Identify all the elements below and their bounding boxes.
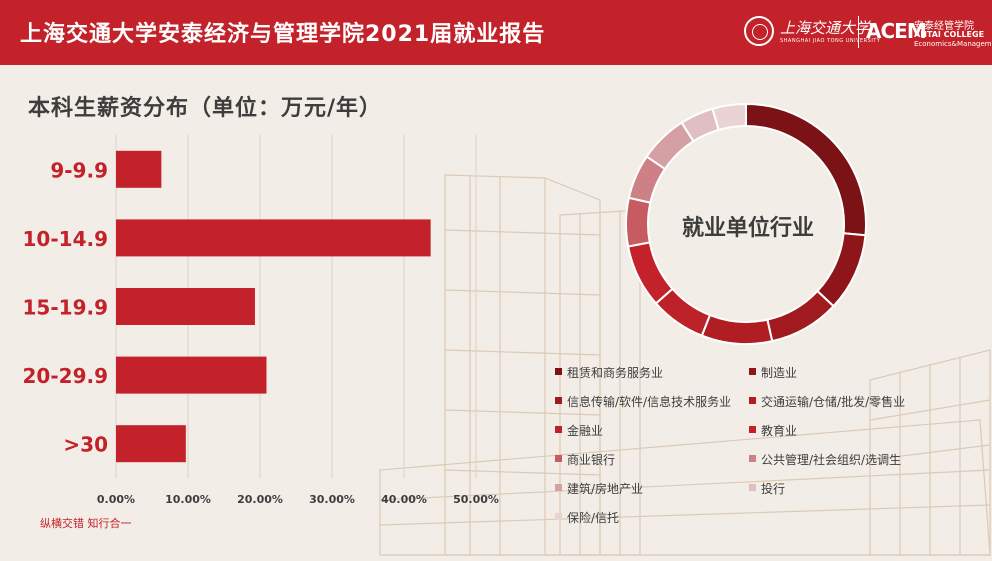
bar-x-tick-label: 40.00% bbox=[381, 493, 427, 506]
footer-slogan: 纵横交错 知行合一 bbox=[40, 517, 132, 530]
sjtu-name: 上海交通大学 bbox=[780, 19, 871, 37]
salary-bar bbox=[116, 425, 186, 463]
acem-logo-mark: ACEM bbox=[866, 19, 927, 43]
logo-divider bbox=[858, 16, 859, 48]
salary-bar bbox=[116, 356, 267, 394]
legend-label: 信息传输/软件/信息技术服务业 bbox=[567, 395, 732, 409]
bar-x-tick-label: 0.00% bbox=[97, 493, 135, 506]
legend-swatch bbox=[749, 368, 756, 375]
salary-bar bbox=[116, 150, 162, 188]
acem-chinese-name: 安泰经管学院 bbox=[914, 21, 974, 32]
bar-x-tick-label: 30.00% bbox=[309, 493, 355, 506]
legend-swatch bbox=[749, 455, 756, 462]
bar-category-label: 10-14.9 bbox=[23, 227, 108, 251]
legend-label: 建筑/房地产业 bbox=[567, 482, 644, 496]
donut-slice bbox=[711, 102, 747, 132]
legend-label: 公共管理/社会组织/选调生 bbox=[761, 453, 902, 467]
legend-swatch bbox=[749, 426, 756, 433]
acem-english-subname: Economics&Management bbox=[914, 40, 992, 48]
bar-x-tick-label: 20.00% bbox=[237, 493, 283, 506]
legend-label: 教育业 bbox=[761, 424, 798, 438]
legend-swatch bbox=[749, 397, 756, 404]
donut-slice bbox=[700, 313, 774, 345]
legend-label: 投行 bbox=[761, 482, 786, 496]
bar-category-label: 20-29.9 bbox=[23, 364, 108, 388]
university-logo: 上海交通大学 SHANGHAI JIAO TONG UNIVERSITY ACE… bbox=[744, 14, 992, 52]
bar-category-label: 15-19.9 bbox=[23, 296, 108, 320]
legend-swatch bbox=[555, 484, 562, 491]
bar-x-tick-label: 50.00% bbox=[453, 493, 499, 506]
legend-label: 金融业 bbox=[567, 424, 604, 438]
donut-slice bbox=[766, 289, 835, 343]
legend-swatch bbox=[749, 484, 756, 491]
donut-slice bbox=[816, 232, 867, 308]
donut-center-label: 就业单位行业 bbox=[681, 216, 814, 241]
page-title: 上海交通大学安泰经济与管理学院2021届就业报告 bbox=[20, 22, 546, 47]
legend-swatch bbox=[555, 397, 562, 404]
header-bar: 上海交通大学安泰经济与管理学院2021届就业报告 上海交通大学 SHANGHAI… bbox=[0, 0, 992, 65]
bar-x-tick-label: 10.00% bbox=[165, 493, 211, 506]
legend-label: 交通运输/仓储/批发/零售业 bbox=[761, 395, 906, 409]
legend-label: 保险/信托 bbox=[567, 511, 620, 525]
sjtu-english-name: SHANGHAI JIAO TONG UNIVERSITY bbox=[780, 38, 881, 44]
legend-label: 租赁和商务服务业 bbox=[567, 366, 664, 380]
donut-slice bbox=[626, 241, 674, 305]
salary-bar bbox=[116, 219, 431, 257]
salary-bar bbox=[116, 288, 255, 325]
acem-english-name: ANTAI COLLEGE bbox=[914, 30, 985, 39]
sjtu-seal-icon bbox=[744, 16, 774, 46]
legend-swatch bbox=[555, 455, 562, 462]
legend-swatch bbox=[555, 426, 562, 433]
legend-label: 商业银行 bbox=[567, 453, 616, 467]
legend-swatch bbox=[555, 513, 562, 520]
bar-category-label: >30 bbox=[63, 433, 108, 457]
legend-swatch bbox=[555, 368, 562, 375]
section-title: 本科生薪资分布（单位：万元/年） bbox=[28, 96, 383, 121]
legend-label: 制造业 bbox=[761, 366, 798, 380]
bar-category-label: 9-9.9 bbox=[50, 158, 108, 182]
